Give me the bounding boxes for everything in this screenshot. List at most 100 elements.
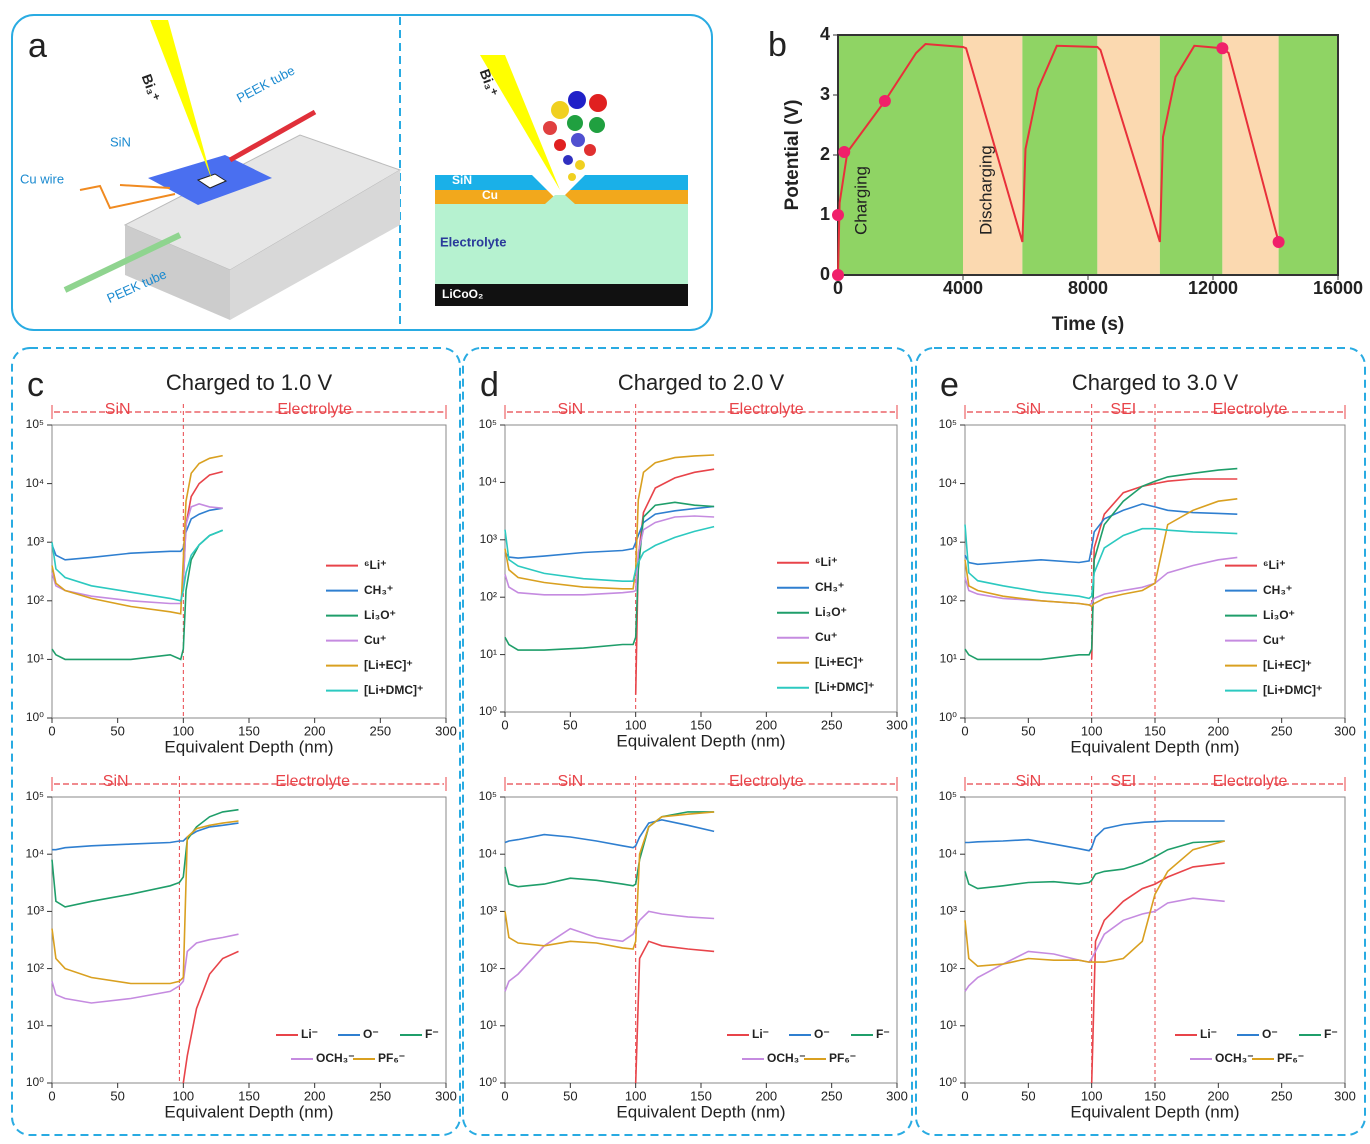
y-tick-label: 10³ xyxy=(480,532,497,546)
legend-label: Li₃O⁺ xyxy=(1263,608,1295,622)
marker xyxy=(838,146,850,158)
y-tick-label: 10⁰ xyxy=(939,1075,957,1089)
region-label: Electrolyte xyxy=(729,401,804,418)
legend-label: Cu⁺ xyxy=(1263,633,1285,647)
y-tick-label: 10² xyxy=(27,593,44,607)
band-label: Discharging xyxy=(976,145,995,235)
y-tick-label: 3 xyxy=(820,84,830,104)
series-line xyxy=(505,812,714,949)
marker xyxy=(832,269,844,281)
x-tick-label: 4000 xyxy=(943,278,983,298)
y-tick-label: 10² xyxy=(940,593,957,607)
x-tick-label: 12000 xyxy=(1188,278,1238,298)
series-line xyxy=(1092,479,1238,659)
legend-label: Cu⁺ xyxy=(364,633,386,647)
schematic-label: Cu xyxy=(482,188,498,202)
x-axis-label: Equivalent Depth (nm) xyxy=(164,737,333,756)
y-tick-label: 10⁴ xyxy=(938,476,957,490)
y-axis-label: Potential (V) xyxy=(782,100,803,211)
x-tick-label: 150 xyxy=(690,717,712,732)
legend-label: OCH₃⁻ xyxy=(1215,1051,1254,1065)
x-tick-label: 150 xyxy=(1144,723,1166,738)
x-axis-label: Equivalent Depth (nm) xyxy=(616,731,785,750)
x-tick-label: 250 xyxy=(369,723,391,738)
series-line xyxy=(505,911,714,991)
series-line xyxy=(52,456,223,614)
x-tick-label: 50 xyxy=(1021,723,1035,738)
x-tick-label: 100 xyxy=(1081,723,1103,738)
legend-label: [Li+DMC]⁺ xyxy=(815,680,874,694)
marker xyxy=(1216,42,1228,54)
x-tick-label: 250 xyxy=(1271,1088,1293,1103)
x-tick-label: 300 xyxy=(435,723,457,738)
region-label: SiN xyxy=(1015,401,1041,418)
y-tick-label: 10¹ xyxy=(27,652,44,666)
legend-label: F⁻ xyxy=(425,1027,439,1041)
chart-title: Charged to 1.0 V xyxy=(166,370,333,395)
panel-label: e xyxy=(940,366,959,404)
band xyxy=(838,35,963,275)
legend-label: PF₆⁻ xyxy=(378,1051,405,1065)
series-line xyxy=(965,499,1237,607)
x-tick-label: 16000 xyxy=(1313,278,1363,298)
region-label: SEI xyxy=(1110,401,1136,418)
series-line xyxy=(505,507,714,559)
legend-label: PF₆⁻ xyxy=(1277,1051,1304,1065)
legend-label: [Li+EC]⁺ xyxy=(1263,658,1312,672)
schematic-label: Electrolyte xyxy=(440,234,506,249)
series-line xyxy=(52,934,239,1003)
y-tick-label: 10⁵ xyxy=(479,417,497,431)
y-tick-label: 10³ xyxy=(940,534,957,548)
band xyxy=(1160,35,1223,275)
y-tick-label: 10⁰ xyxy=(479,704,497,718)
x-tick-label: 100 xyxy=(1081,1088,1103,1103)
x-tick-label: 150 xyxy=(690,1088,712,1103)
series-line xyxy=(505,516,714,595)
x-tick-label: 0 xyxy=(48,1088,55,1103)
x-tick-label: 50 xyxy=(563,1088,577,1103)
x-axis-label: Equivalent Depth (nm) xyxy=(1070,1102,1239,1121)
y-tick-label: 0 xyxy=(820,264,830,284)
legend-label: Li₃O⁺ xyxy=(815,605,847,619)
band xyxy=(1279,35,1338,275)
y-tick-label: 4 xyxy=(820,24,830,44)
region-label: Electrolyte xyxy=(729,773,804,790)
x-tick-label: 100 xyxy=(172,723,194,738)
x-tick-label: 250 xyxy=(369,1088,391,1103)
x-axis-label: Equivalent Depth (nm) xyxy=(164,1102,333,1121)
x-tick-label: 300 xyxy=(1334,723,1356,738)
panel-label: c xyxy=(27,366,44,404)
figure: a Bi₃⁺ Bi₃⁺ PEEK tube PEEK tube SiN Cu w… xyxy=(0,0,1370,1139)
schematic-label: LiCoO₂ xyxy=(442,287,483,301)
y-tick-label: 10¹ xyxy=(940,652,957,666)
y-tick-label: 10⁰ xyxy=(939,710,957,724)
y-tick-label: 10⁵ xyxy=(26,789,44,803)
schematic-label: SiN xyxy=(452,173,472,187)
y-tick-label: 10² xyxy=(27,961,44,975)
region-label: SEI xyxy=(1110,773,1136,790)
legend-label: Li⁻ xyxy=(1200,1027,1217,1041)
x-tick-label: 100 xyxy=(172,1088,194,1103)
marker xyxy=(832,209,844,221)
y-tick-label: 10⁴ xyxy=(478,475,497,489)
series-line xyxy=(505,812,714,887)
x-tick-label: 0 xyxy=(961,723,968,738)
y-tick-label: 10² xyxy=(480,961,497,975)
marker xyxy=(879,95,891,107)
legend-label: OCH₃⁻ xyxy=(767,1051,806,1065)
legend-label: OCH₃⁻ xyxy=(316,1051,355,1065)
x-tick-label: 200 xyxy=(304,723,326,738)
band xyxy=(1222,35,1278,275)
x-tick-label: 250 xyxy=(821,717,843,732)
schematic-label: Cu wire xyxy=(20,171,64,186)
plot-frame xyxy=(52,797,446,1083)
legend-label: CH₃⁺ xyxy=(364,583,393,597)
series-line xyxy=(636,941,714,1083)
y-tick-label: 10⁴ xyxy=(25,476,44,490)
y-tick-label: 10³ xyxy=(480,904,497,918)
legend-label: CH₃⁺ xyxy=(815,580,844,594)
region-label: SiN xyxy=(1015,773,1041,790)
x-tick-label: 250 xyxy=(1271,723,1293,738)
series-line xyxy=(965,821,1225,851)
x-tick-label: 8000 xyxy=(1068,278,1108,298)
